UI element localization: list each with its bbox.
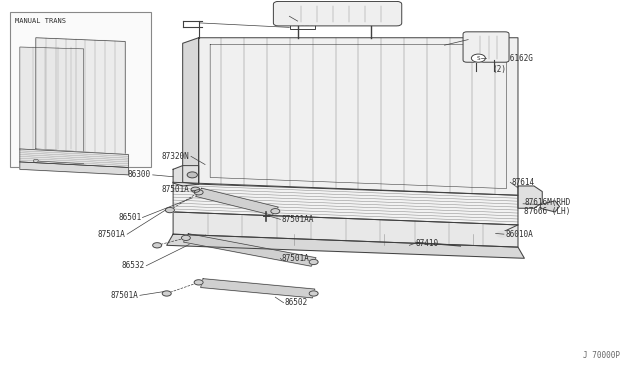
Text: 87501A: 87501A — [282, 254, 309, 263]
Circle shape — [153, 243, 162, 248]
Text: 86501: 86501 — [118, 213, 141, 222]
Text: 86300: 86300 — [127, 170, 151, 179]
FancyBboxPatch shape — [463, 32, 509, 62]
Polygon shape — [173, 166, 198, 186]
Text: 87666 (LH): 87666 (LH) — [524, 208, 571, 217]
Polygon shape — [198, 38, 518, 195]
Polygon shape — [184, 234, 316, 266]
Text: J 70000P: J 70000P — [583, 351, 620, 360]
Circle shape — [166, 208, 174, 213]
Polygon shape — [201, 279, 315, 298]
Polygon shape — [173, 212, 518, 247]
Text: 86600: 86600 — [291, 9, 314, 17]
Circle shape — [271, 209, 280, 214]
Polygon shape — [173, 182, 518, 225]
Polygon shape — [167, 234, 524, 258]
Circle shape — [309, 291, 318, 296]
Polygon shape — [196, 188, 278, 215]
Polygon shape — [20, 162, 129, 175]
Polygon shape — [20, 149, 129, 167]
Text: 87501A: 87501A — [161, 185, 189, 194]
Text: 86502: 86502 — [285, 298, 308, 307]
Text: 96400: 96400 — [470, 35, 493, 44]
Circle shape — [191, 187, 200, 192]
Text: 87501AA: 87501AA — [282, 215, 314, 224]
Polygon shape — [540, 201, 559, 212]
Circle shape — [181, 235, 190, 240]
Polygon shape — [20, 47, 84, 153]
Circle shape — [471, 54, 485, 62]
Text: MANUAL TRANS: MANUAL TRANS — [15, 19, 67, 25]
Text: 87616M(RHD: 87616M(RHD — [524, 198, 571, 207]
Circle shape — [309, 259, 318, 264]
Polygon shape — [518, 186, 542, 208]
Text: 87501A: 87501A — [110, 291, 138, 300]
Text: 86010A: 86010A — [505, 230, 533, 239]
Polygon shape — [182, 38, 198, 184]
Circle shape — [163, 291, 172, 296]
Text: 86532: 86532 — [121, 261, 145, 270]
Polygon shape — [36, 38, 125, 154]
Text: 87501A: 87501A — [97, 230, 125, 239]
Text: 87320N: 87320N — [161, 152, 189, 161]
Text: 87614: 87614 — [511, 178, 534, 187]
FancyBboxPatch shape — [273, 1, 402, 26]
Circle shape — [194, 280, 203, 285]
FancyBboxPatch shape — [10, 12, 151, 167]
Text: 08110-6162G: 08110-6162G — [483, 54, 534, 62]
Text: S: S — [477, 56, 480, 61]
Text: 86620: 86620 — [291, 19, 314, 29]
Circle shape — [194, 190, 203, 195]
Text: (2): (2) — [492, 65, 506, 74]
Circle shape — [187, 172, 197, 178]
Text: 87410: 87410 — [416, 239, 439, 248]
Circle shape — [497, 231, 507, 237]
